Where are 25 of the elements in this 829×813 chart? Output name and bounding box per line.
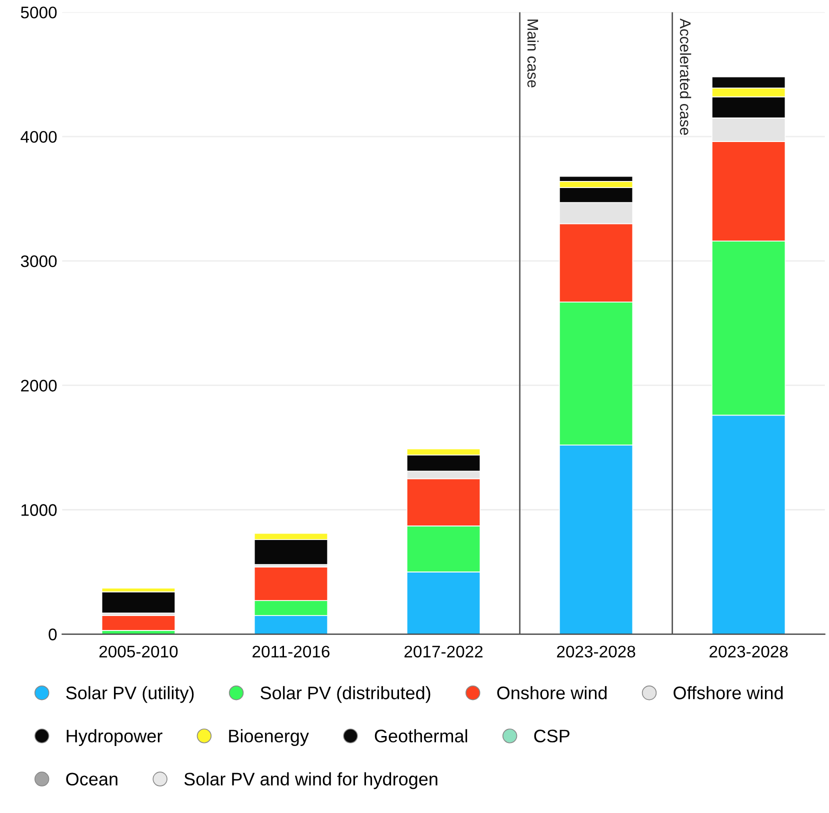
x-tick-label: 2011-2016 — [252, 646, 330, 658]
bar — [101, 615, 176, 631]
legend-label: Onshore wind — [497, 686, 607, 700]
x-tick-label: 2023-2028 — [710, 646, 788, 658]
annotation: Main case — [527, 20, 539, 88]
legend-label: Geothermal — [374, 729, 468, 742]
y-tick-label: 5000 — [20, 6, 57, 18]
annotation: Accelerated case — [680, 18, 692, 135]
legend-label: Solar PV and wind for hydrogen — [184, 772, 438, 790]
legend-label: Offshore wind — [674, 686, 783, 700]
x-tick-label: 2005-2010 — [99, 646, 178, 658]
y-tick-label: 4000 — [20, 130, 57, 143]
y-tick-label: 2000 — [21, 380, 57, 392]
legend-label: Hydropower — [66, 729, 162, 746]
legend-label: Solar PV (distributed) — [260, 686, 430, 703]
legend-label: Ocean — [66, 772, 118, 786]
legend-label: CSP — [534, 730, 570, 742]
legend-label: Bioenergy — [229, 729, 309, 746]
y-tick-label: 0 — [48, 628, 57, 640]
legend-label: Solar PV (utility) — [66, 686, 194, 703]
y-tick-label: 3000 — [20, 255, 57, 268]
x-tick-label: 2023-2028 — [557, 646, 636, 658]
x-tick-label: 2017-2022 — [404, 646, 483, 658]
bar — [101, 591, 176, 614]
y-tick-label: 1000 — [22, 504, 57, 516]
